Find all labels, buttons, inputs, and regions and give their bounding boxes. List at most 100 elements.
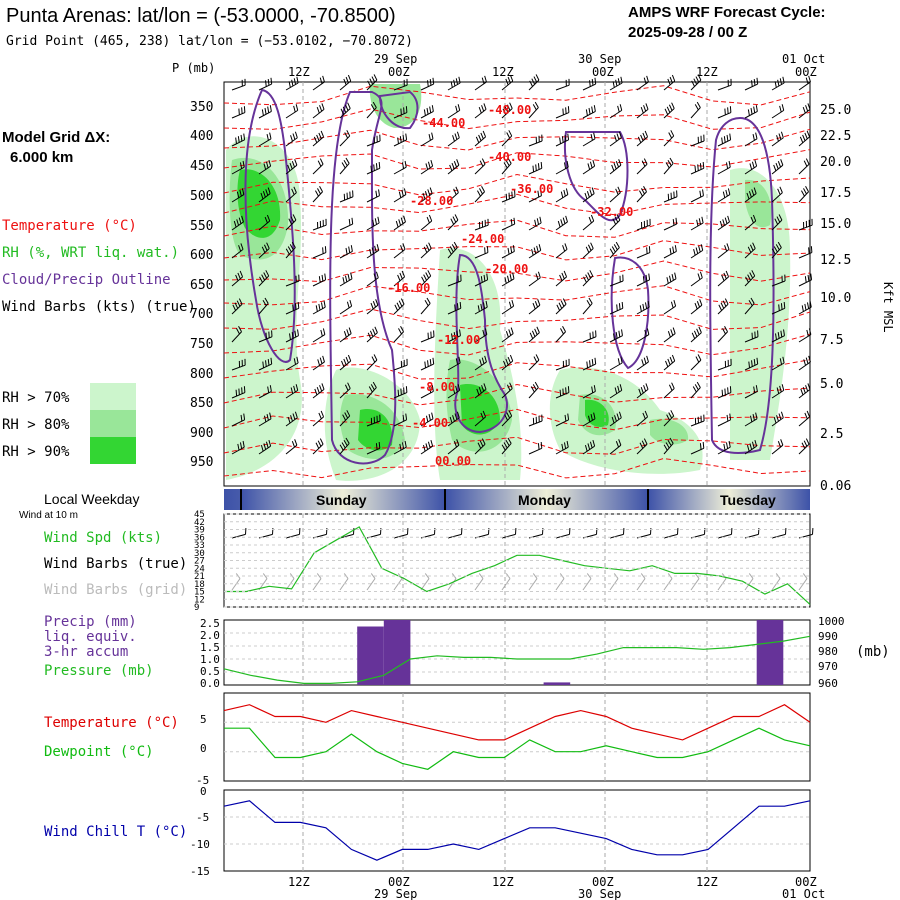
barb-flag xyxy=(505,159,510,166)
wind-barb xyxy=(771,76,785,91)
barb-staff xyxy=(555,364,570,371)
barb-staff xyxy=(636,279,650,287)
barb-flag xyxy=(456,131,460,138)
wind-barb xyxy=(771,411,784,427)
barb-flag xyxy=(503,442,508,449)
barb-flag xyxy=(557,220,561,228)
barb-flag xyxy=(806,329,809,337)
barb-flag xyxy=(503,360,507,367)
barb-flag xyxy=(703,414,705,422)
wind-barb xyxy=(528,354,540,371)
barb-flag xyxy=(505,193,508,201)
isotherm-label: -40.00 xyxy=(488,150,531,164)
barb-flag xyxy=(323,300,326,308)
barb-flag xyxy=(668,384,673,391)
barb-flag xyxy=(322,247,324,254)
pressure-tick: 500 xyxy=(190,189,213,204)
barb-flag xyxy=(378,189,380,196)
rh-region xyxy=(549,367,703,474)
barb-flag xyxy=(615,160,620,168)
wind-barb xyxy=(528,271,541,287)
barb-flag xyxy=(675,217,678,225)
wind-barb xyxy=(582,214,595,231)
wind-barb xyxy=(285,186,297,203)
barb-flag xyxy=(428,214,433,222)
barb-flag xyxy=(341,442,346,449)
wind-barb xyxy=(690,101,701,119)
wind-barb xyxy=(258,412,272,427)
barb-flag xyxy=(616,133,620,140)
barb-flag xyxy=(749,244,754,251)
barb-staff xyxy=(393,112,408,119)
barb-staff xyxy=(312,388,325,399)
barb-staff xyxy=(231,166,245,175)
barb-flag xyxy=(322,328,326,335)
barb-flag xyxy=(532,165,535,173)
barb-staff xyxy=(258,445,271,455)
barb-flag xyxy=(782,76,785,84)
barb-flag xyxy=(534,101,539,108)
barb-flag xyxy=(800,388,804,396)
barb-flag xyxy=(370,165,373,173)
barb-flag xyxy=(319,357,323,364)
barb-staff xyxy=(528,304,541,315)
barb-flag xyxy=(374,245,377,253)
barb-staff xyxy=(636,224,651,231)
wind-barb xyxy=(663,272,677,287)
barb-flag xyxy=(314,388,318,396)
barb-flag xyxy=(481,185,485,193)
barb-staff xyxy=(528,420,543,427)
barb-flag xyxy=(640,134,644,141)
wind-barb xyxy=(663,102,675,119)
barb-flag xyxy=(296,356,299,364)
barb-staff xyxy=(285,335,299,343)
barb-flag xyxy=(232,304,237,311)
barb-flag xyxy=(426,107,429,115)
barb-flag xyxy=(749,163,753,170)
barb-staff xyxy=(663,388,675,399)
barb-staff xyxy=(366,332,378,343)
barb-flag xyxy=(697,136,699,144)
barb-flag xyxy=(694,104,699,111)
barb-flag xyxy=(562,388,564,395)
barb-staff xyxy=(312,108,325,119)
wind-barb xyxy=(555,298,567,315)
barb-flag xyxy=(753,106,756,113)
barb-staff xyxy=(312,163,324,175)
barb-flag xyxy=(292,214,297,221)
wind-barb xyxy=(771,159,784,175)
barb-flag xyxy=(781,384,785,391)
barb-flag xyxy=(725,270,730,278)
wind-barb xyxy=(285,439,298,455)
wind-barb xyxy=(312,185,323,203)
height-tick: 12.5 xyxy=(820,253,851,268)
barb-flag xyxy=(780,131,784,138)
wind-barb xyxy=(447,301,462,315)
barb-staff xyxy=(636,578,646,591)
barb-flag xyxy=(674,272,677,279)
wind-barb xyxy=(366,299,379,315)
wind-barb xyxy=(744,439,758,455)
barb-flag xyxy=(562,298,567,305)
barb-flag xyxy=(590,242,594,249)
barb-flag xyxy=(234,302,239,309)
wind-barb xyxy=(609,159,622,175)
barb-flag xyxy=(615,440,620,448)
barb-flag xyxy=(403,387,405,394)
barb-staff xyxy=(690,304,703,315)
chill-tick: -10 xyxy=(190,838,210,851)
barb-flag xyxy=(262,361,265,368)
barb-flag xyxy=(243,413,246,420)
barb-flag xyxy=(320,130,325,138)
barb-staff xyxy=(447,109,461,119)
isotherm-label: -8.00 xyxy=(419,380,455,394)
barb-flag xyxy=(343,358,347,366)
barb-flag xyxy=(505,78,509,86)
barb-flag xyxy=(505,358,509,366)
wind-barb xyxy=(258,77,273,91)
wind-barb xyxy=(366,244,380,259)
barb-flag xyxy=(371,76,376,83)
height-tick: 17.5 xyxy=(820,186,851,201)
barb-flag xyxy=(727,387,729,394)
wind-barb xyxy=(285,76,299,91)
